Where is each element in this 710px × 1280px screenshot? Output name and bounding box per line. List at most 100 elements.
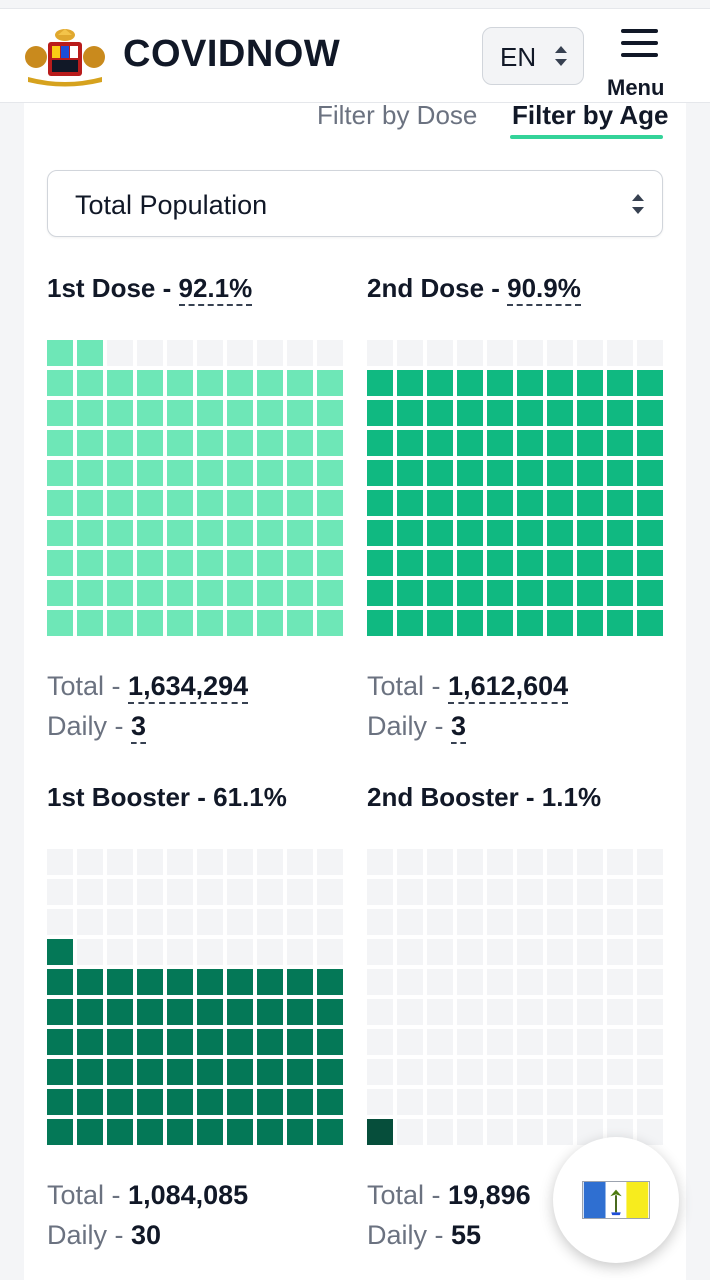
waffle-cell-empty	[47, 849, 73, 875]
waffle-cell-empty	[227, 879, 253, 905]
waffle-cell-filled	[517, 550, 543, 576]
population-select[interactable]: Total Population	[47, 170, 663, 237]
waffle-cell-filled	[197, 430, 223, 456]
waffle-cell-empty	[317, 849, 343, 875]
total-value[interactable]: 1,634,294	[128, 671, 249, 704]
waffle-cell-filled	[457, 430, 483, 456]
waffle-cell-filled	[517, 460, 543, 486]
daily-value[interactable]: 3	[451, 711, 467, 744]
waffle-cell-empty	[547, 879, 573, 905]
waffle-cell-empty	[77, 909, 103, 935]
language-select[interactable]: EN	[482, 27, 584, 85]
panel-title-label: 1st Dose	[47, 273, 156, 303]
waffle-cell-filled	[517, 580, 543, 606]
waffle-cell-filled	[287, 430, 313, 456]
waffle-cell-empty	[517, 849, 543, 875]
waffle-cell-filled	[517, 430, 543, 456]
waffle-cell-empty	[637, 969, 663, 995]
waffle-cell-empty	[547, 999, 573, 1025]
waffle-cell-empty	[367, 1089, 393, 1115]
waffle-cell-filled	[287, 999, 313, 1025]
waffle-cell-empty	[457, 849, 483, 875]
menu-label: Menu	[607, 75, 665, 100]
waffle-cell-filled	[137, 430, 163, 456]
waffle-cell-empty	[227, 340, 253, 366]
total-value[interactable]: 1,612,604	[448, 671, 569, 704]
waffle-cell-filled	[487, 490, 513, 516]
waffle-cell-filled	[77, 520, 103, 546]
waffle-cell-empty	[137, 340, 163, 366]
waffle-cell-filled	[197, 490, 223, 516]
waffle-cell-empty	[137, 909, 163, 935]
waffle-cell-empty	[77, 879, 103, 905]
separator: -	[518, 782, 542, 812]
tab-filter-by-age[interactable]: Filter by Age	[512, 100, 669, 130]
waffle-cell-filled	[167, 370, 193, 396]
waffle-cell-filled	[137, 460, 163, 486]
waffle-cell-filled	[317, 999, 343, 1025]
state-selector-button[interactable]	[553, 1137, 679, 1263]
waffle-grid	[367, 849, 667, 1149]
waffle-cell-filled	[77, 340, 103, 366]
waffle-cell-empty	[47, 909, 73, 935]
panel-title: 2nd Dose - 90.9%	[367, 273, 581, 306]
waffle-cell-filled	[367, 460, 393, 486]
waffle-cell-empty	[317, 939, 343, 965]
waffle-cell-empty	[317, 340, 343, 366]
panel-1st-dose: 1st Dose - 92.1% Total - 1,634,294 Daily…	[47, 273, 347, 753]
waffle-cell-empty	[577, 340, 603, 366]
waffle-cell-empty	[517, 909, 543, 935]
panel-title-label: 2nd Dose	[367, 273, 485, 303]
waffle-cell-filled	[287, 1059, 313, 1085]
panel-percent[interactable]: 90.9%	[507, 273, 581, 306]
waffle-cell-empty	[637, 879, 663, 905]
waffle-cell-filled	[137, 490, 163, 516]
waffle-cell-filled	[47, 490, 73, 516]
daily-value[interactable]: 3	[131, 711, 147, 744]
waffle-cell-filled	[167, 1119, 193, 1145]
waffle-cell-filled	[107, 999, 133, 1025]
waffle-cell-filled	[137, 580, 163, 606]
waffle-cell-filled	[47, 430, 73, 456]
waffle-cell-empty	[397, 1119, 423, 1145]
waffle-cell-filled	[287, 1029, 313, 1055]
brand-title[interactable]: COVIDNOW	[123, 33, 341, 75]
waffle-cell-filled	[227, 550, 253, 576]
waffle-cell-filled	[167, 430, 193, 456]
waffle-cell-empty	[317, 879, 343, 905]
waffle-cell-filled	[487, 520, 513, 546]
panel-percent[interactable]: 92.1%	[178, 273, 253, 306]
waffle-cell-filled	[227, 1029, 253, 1055]
waffle-cell-empty	[397, 1089, 423, 1115]
tab-filter-by-dose[interactable]: Filter by Dose	[317, 100, 478, 130]
waffle-cell-empty	[637, 340, 663, 366]
waffle-cell-filled	[547, 550, 573, 576]
waffle-cell-empty	[577, 909, 603, 935]
waffle-cell-empty	[167, 849, 193, 875]
waffle-cell-filled	[167, 969, 193, 995]
waffle-cell-filled	[47, 370, 73, 396]
coat-of-arms-icon[interactable]	[22, 27, 108, 87]
waffle-cell-empty	[487, 1119, 513, 1145]
waffle-cell-filled	[367, 490, 393, 516]
waffle-cell-filled	[47, 969, 73, 995]
waffle-cell-filled	[427, 580, 453, 606]
waffle-cell-filled	[577, 430, 603, 456]
waffle-cell-filled	[457, 580, 483, 606]
sort-arrows-icon	[632, 194, 644, 214]
waffle-cell-filled	[257, 999, 283, 1025]
waffle-cell-empty	[577, 939, 603, 965]
waffle-cell-empty	[427, 939, 453, 965]
separator: -	[155, 273, 179, 303]
waffle-cell-empty	[257, 909, 283, 935]
waffle-cell-filled	[107, 1089, 133, 1115]
waffle-cell-filled	[317, 1089, 343, 1115]
waffle-cell-filled	[47, 1029, 73, 1055]
menu-button[interactable]: Menu	[605, 25, 675, 100]
waffle-cell-filled	[287, 520, 313, 546]
waffle-cell-filled	[227, 490, 253, 516]
waffle-cell-empty	[547, 1029, 573, 1055]
waffle-grid	[47, 340, 347, 640]
waffle-cell-filled	[257, 610, 283, 636]
waffle-cell-empty	[457, 909, 483, 935]
